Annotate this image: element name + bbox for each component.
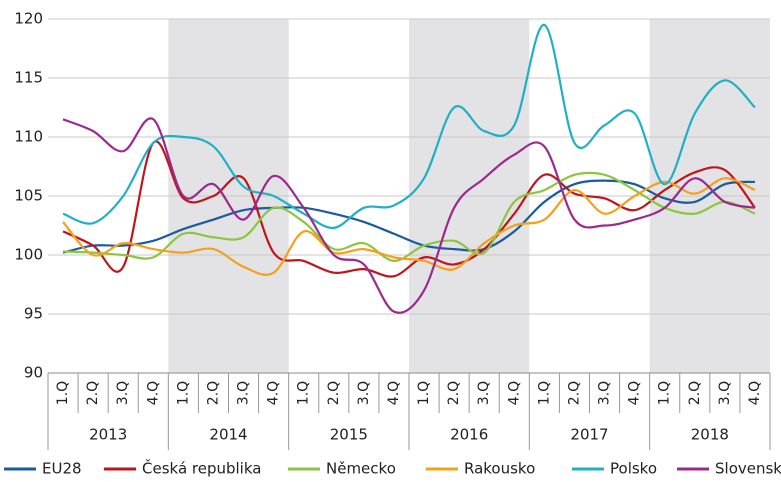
x-tick-label: 4.Q bbox=[145, 381, 161, 405]
x-tick-label: 1.Q bbox=[55, 381, 71, 405]
series-line bbox=[62, 177, 756, 276]
year-label: 2018 bbox=[691, 426, 729, 444]
y-tick-label: 110 bbox=[14, 128, 43, 146]
x-tick-label: 1.Q bbox=[536, 381, 552, 405]
x-tick-label: 2.Q bbox=[326, 381, 342, 405]
x-tick-label: 3.Q bbox=[115, 381, 131, 405]
legend-label: Slovensko bbox=[715, 460, 781, 478]
y-tick-label: 115 bbox=[14, 69, 43, 87]
year-label: 2016 bbox=[450, 426, 488, 444]
x-tick-label: 2.Q bbox=[205, 381, 221, 405]
legend-label: Česká republika bbox=[142, 459, 261, 478]
legend-label: Polsko bbox=[610, 460, 657, 478]
x-tick-label: 1.Q bbox=[416, 381, 432, 405]
y-tick-label: 95 bbox=[24, 305, 43, 323]
x-tick-label: 1.Q bbox=[657, 381, 673, 405]
y-tick-label: 120 bbox=[14, 10, 43, 28]
legend-label: Rakousko bbox=[464, 460, 535, 478]
series-line bbox=[62, 179, 756, 254]
y-tick-label: 105 bbox=[14, 187, 43, 205]
year-label: 2015 bbox=[330, 426, 368, 444]
x-tick-label: 3.Q bbox=[236, 381, 252, 405]
x-tick-label: 4.Q bbox=[627, 381, 643, 405]
x-tick-label: 4.Q bbox=[386, 381, 402, 405]
x-tick-label: 3.Q bbox=[597, 381, 613, 405]
x-tick-label: 2.Q bbox=[446, 381, 462, 405]
x-tick-label: 3.Q bbox=[356, 381, 372, 405]
series-line bbox=[62, 140, 756, 278]
legend-label: EU28 bbox=[42, 460, 82, 478]
series-line bbox=[62, 171, 756, 263]
year-label: 2014 bbox=[209, 426, 247, 444]
x-tick-label: 3.Q bbox=[717, 381, 733, 405]
x-tick-label: 2.Q bbox=[566, 381, 582, 405]
legend-label: Německo bbox=[326, 460, 396, 478]
y-tick-label: 100 bbox=[14, 246, 43, 264]
year-label: 2017 bbox=[570, 426, 608, 444]
y-tick-label: 90 bbox=[24, 364, 43, 382]
x-tick-label: 1.Q bbox=[296, 381, 312, 405]
x-tick-label: 2.Q bbox=[85, 381, 101, 405]
x-tick-label: 3.Q bbox=[476, 381, 492, 405]
x-tick-label: 4.Q bbox=[266, 381, 282, 405]
x-tick-label: 4.Q bbox=[506, 381, 522, 405]
x-tick-label: 1.Q bbox=[175, 381, 191, 405]
series-line bbox=[62, 23, 756, 229]
year-label: 2013 bbox=[89, 426, 127, 444]
x-tick-label: 4.Q bbox=[747, 381, 763, 405]
x-tick-label: 2.Q bbox=[687, 381, 703, 405]
series-line bbox=[62, 117, 756, 314]
